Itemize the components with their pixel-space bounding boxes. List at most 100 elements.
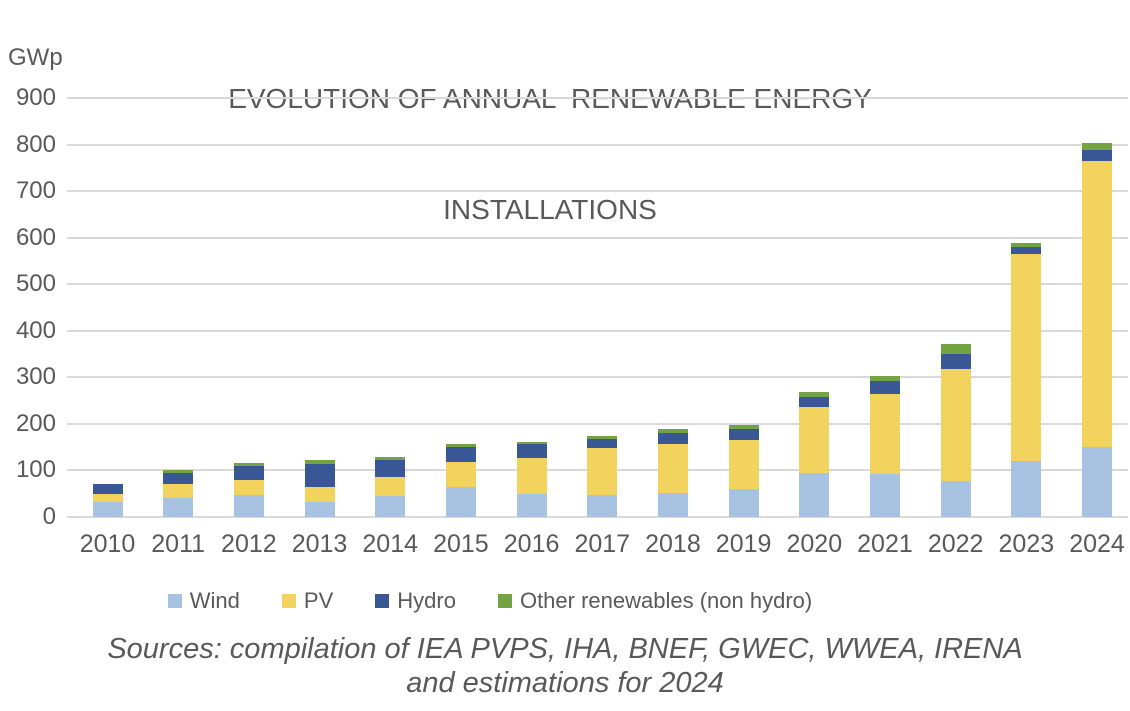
bar-2014 — [375, 456, 406, 517]
legend-label: Hydro — [397, 588, 456, 613]
bar-segment-hydro-2016 — [516, 444, 547, 459]
y-axis-unit-label: GWp — [8, 44, 63, 71]
y-tick-600: 600 — [15, 223, 56, 251]
bar-segment-hydro-2013 — [304, 464, 335, 487]
bar-segment-pv-2014 — [375, 476, 406, 496]
bar-segment-pv-2012 — [233, 479, 264, 496]
bar-segment-other-2015 — [445, 443, 476, 448]
bar-segment-other-2011 — [163, 469, 194, 473]
bar-segment-other-2012 — [233, 463, 264, 466]
x-tick-2018: 2018 — [645, 530, 701, 558]
x-tick-2013: 2013 — [291, 530, 348, 558]
bar-segment-hydro-2010 — [92, 484, 123, 495]
x-tick-2020: 2020 — [786, 530, 843, 558]
bar-segment-hydro-2017 — [587, 439, 618, 449]
bar-segment-wind-2013 — [304, 501, 335, 517]
bar-segment-pv-2017 — [587, 448, 618, 495]
gridline-400 — [67, 329, 1128, 332]
x-tick-2016: 2016 — [503, 530, 560, 558]
legend-swatch-icon — [167, 594, 182, 608]
bar-segment-pv-2021 — [869, 393, 900, 474]
gridline-700 — [67, 190, 1128, 193]
x-tick-2015: 2015 — [433, 530, 489, 558]
gridline-500 — [67, 283, 1128, 286]
legend-label: Wind — [189, 588, 240, 613]
bar-2012 — [233, 463, 264, 517]
source-note-line1: Sources: compilation of IEA PVPS, IHA, B… — [107, 633, 1023, 665]
y-tick-400: 400 — [15, 316, 56, 344]
gridline-0 — [67, 516, 1128, 518]
bar-segment-pv-2020 — [799, 406, 830, 473]
bar-segment-wind-2022 — [940, 480, 971, 517]
gridline-300 — [67, 376, 1128, 379]
bar-segment-other-2013 — [304, 460, 335, 465]
bar-2017 — [587, 436, 618, 517]
y-tick-200: 200 — [15, 409, 56, 437]
gridline-800 — [67, 143, 1128, 146]
legend-item-hydro: Hydro — [375, 588, 456, 614]
bar-segment-hydro-2015 — [445, 447, 476, 462]
bar-segment-hydro-2012 — [233, 465, 264, 480]
x-tick-2014: 2014 — [362, 530, 419, 558]
bar-segment-pv-2018 — [657, 444, 688, 494]
y-tick-100: 100 — [15, 456, 56, 484]
x-tick-2019: 2019 — [715, 530, 772, 558]
x-tick-2010: 2010 — [79, 530, 136, 558]
bar-segment-wind-2014 — [375, 495, 406, 517]
bar-segment-other-2021 — [869, 375, 900, 382]
bar-segment-wind-2010 — [92, 502, 123, 517]
bar-segment-wind-2024 — [1082, 447, 1113, 517]
bar-2024 — [1082, 142, 1113, 517]
source-note: Sources: compilation of IEA PVPS, IHA, B… — [0, 632, 1130, 700]
bar-segment-other-2023 — [1011, 243, 1042, 247]
gridline-600 — [67, 236, 1128, 239]
bar-segment-other-2016 — [516, 441, 547, 445]
bar-segment-hydro-2023 — [1011, 246, 1042, 254]
x-tick-2011: 2011 — [151, 530, 206, 558]
bar-segment-wind-2017 — [587, 494, 618, 517]
bar-segment-hydro-2022 — [940, 354, 971, 369]
y-tick-500: 500 — [15, 270, 56, 298]
gridline-200 — [67, 422, 1128, 425]
bar-segment-pv-2022 — [940, 368, 971, 481]
bar-segment-pv-2013 — [304, 486, 335, 502]
x-tick-2024: 2024 — [1069, 530, 1125, 558]
bar-segment-pv-2023 — [1011, 253, 1042, 462]
x-tick-2022: 2022 — [927, 530, 984, 558]
bar-segment-wind-2018 — [657, 493, 688, 517]
chart-title-line2: INSTALLATIONS — [443, 194, 657, 225]
bar-segment-pv-2010 — [92, 494, 123, 503]
bar-segment-pv-2016 — [516, 458, 547, 494]
source-note-line2: and estimations for 2024 — [406, 667, 724, 699]
bar-segment-wind-2016 — [516, 493, 547, 517]
bar-segment-wind-2011 — [163, 498, 194, 517]
bar-segment-hydro-2019 — [728, 429, 759, 441]
plot-area — [67, 97, 1128, 518]
y-tick-900: 900 — [15, 84, 56, 111]
bar-2021 — [869, 375, 900, 517]
legend-item-wind: Wind — [167, 588, 240, 614]
y-tick-700: 700 — [15, 177, 56, 205]
bar-2015 — [445, 443, 476, 517]
y-tick-800: 800 — [15, 130, 56, 158]
bar-segment-other-2017 — [587, 436, 618, 440]
bar-segment-other-2018 — [657, 429, 688, 434]
legend-label: Other renewables (non hydro) — [519, 588, 813, 613]
y-tick-0: 0 — [42, 503, 56, 530]
bar-segment-hydro-2024 — [1082, 149, 1113, 161]
bar-2023 — [1011, 243, 1042, 517]
bar-segment-wind-2021 — [869, 473, 900, 517]
bar-2013 — [304, 460, 335, 517]
bar-segment-wind-2020 — [799, 472, 830, 517]
legend-label: PV — [303, 588, 334, 613]
legend-item-other: Other renewables (non hydro) — [497, 588, 813, 614]
bar-segment-hydro-2014 — [375, 459, 406, 477]
bar-segment-other-2020 — [799, 392, 830, 397]
legend-swatch-icon — [281, 594, 296, 608]
bar-2011 — [163, 469, 194, 517]
bar-segment-hydro-2018 — [657, 433, 688, 445]
bar-segment-wind-2023 — [1011, 461, 1042, 517]
bar-segment-other-2024 — [1082, 142, 1113, 150]
bar-segment-hydro-2011 — [163, 472, 194, 485]
